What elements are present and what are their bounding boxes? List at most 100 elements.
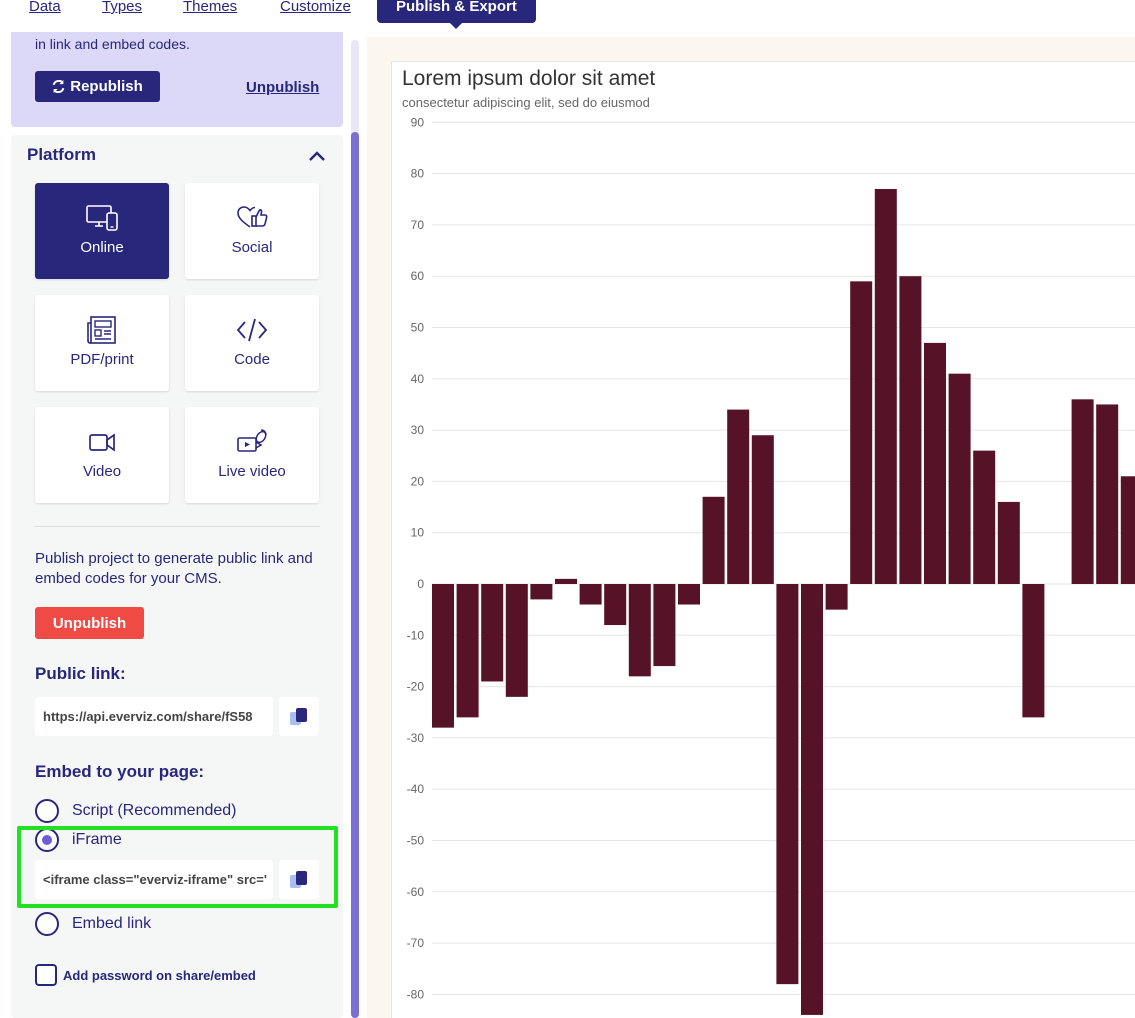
iframe-code-field[interactable]: <iframe class="everviz-iframe" src=' [35,860,273,899]
platform-tile-live-video[interactable]: Live video [185,407,319,503]
bar[interactable] [456,584,479,718]
copy-icon [290,707,307,725]
embed-option-embed-link[interactable]: Embed link [35,912,151,936]
y-tick-label: 20 [411,474,425,488]
radio-label: Script (Recommended) [72,802,237,819]
platform-tile-code[interactable]: Code [185,295,319,391]
y-tick-label: -20 [407,680,425,694]
platform-tile-label: Code [234,351,270,368]
tab-types[interactable]: Types [102,0,143,15]
public-link-field[interactable]: https://api.everviz.com/share/fS58 [35,697,273,736]
platform-tile-label: Social [231,239,273,256]
bar[interactable] [751,435,774,584]
newspaper-icon [87,316,116,344]
devices-icon [86,205,118,231]
y-tick-label: 70 [411,218,425,232]
copy-public-link-button[interactable] [279,697,319,736]
social-icon [237,206,268,228]
bar[interactable] [1120,476,1135,584]
radio-iframe[interactable] [35,828,59,852]
bar[interactable] [924,342,946,584]
y-tick-label: -30 [407,731,425,745]
platform-tile-label: Live video [218,463,286,480]
bar[interactable] [505,584,528,697]
bar[interactable] [579,584,602,605]
public-link-label: Public link: [35,664,126,683]
bar[interactable] [973,450,996,584]
bar[interactable] [801,584,823,1015]
bar[interactable] [702,496,725,584]
scrollbar-thumb[interactable] [351,132,359,1018]
bar[interactable] [1071,399,1094,584]
y-tick-label: 60 [411,269,425,283]
platform-tile-pdf-print[interactable]: PDF/print [35,295,169,391]
bar[interactable] [899,276,922,584]
platform-title: Platform [27,145,96,164]
refresh-icon [52,80,65,93]
platform-tile-video[interactable]: Video [35,407,169,503]
bar[interactable] [555,578,577,584]
code-icon [236,318,268,342]
y-tick-label: -70 [407,936,425,950]
tab-data[interactable]: Data [29,0,61,15]
platform-tile-label: PDF/print [70,351,134,368]
y-tick-label: 80 [411,167,425,181]
password-checkbox[interactable] [35,964,57,986]
platform-tile-online[interactable]: Online [35,183,169,279]
unpublish-link[interactable]: Unpublish [246,79,320,96]
live-video-icon [237,429,267,452]
y-tick-label: 0 [417,577,424,591]
bar[interactable] [604,584,627,626]
bar[interactable] [1096,404,1119,584]
chart-title: Lorem ipsum dolor sit amet [402,67,656,90]
platform-tile-social[interactable]: Social [185,183,319,279]
divider [35,526,320,527]
video-camera-icon [89,433,115,452]
panel-scrollbar[interactable] [351,40,359,1018]
tab-customize[interactable]: Customize [280,0,351,15]
republish-button[interactable]: Republish [35,71,160,102]
bar[interactable] [678,584,700,605]
copy-iframe-button[interactable] [279,860,319,899]
bar[interactable] [481,584,504,682]
bar[interactable] [653,584,676,667]
top-navigation: Data Types Themes Customize Publish & Ex… [0,0,1135,32]
radio-script[interactable] [35,799,59,823]
bar[interactable] [997,501,1020,584]
unpublish-button[interactable]: Unpublish [35,607,144,639]
y-tick-label: -50 [407,834,425,848]
y-tick-label: -40 [407,782,425,796]
bar[interactable] [776,584,799,985]
embed-option-script[interactable]: Script (Recommended) [35,799,237,823]
republish-button-label: Republish [70,78,143,95]
chart-subtitle: consectetur adipiscing elit, sed do eius… [402,95,650,110]
publish-panel: in link and embed codes. Republish Unpub… [0,32,360,1018]
y-tick-label: 90 [411,115,425,129]
bar[interactable] [530,584,553,600]
y-tick-label: 50 [411,321,425,335]
bar[interactable] [825,584,848,610]
bar[interactable] [948,373,971,584]
y-tick-label: -60 [407,885,425,899]
password-option[interactable]: Add password on share/embed [35,964,256,986]
y-tick-label: -80 [407,987,425,1001]
y-tick-label: 10 [411,526,425,540]
bar[interactable] [727,409,750,584]
platform-tile-label: Online [80,239,124,256]
y-tick-label: 30 [411,423,425,437]
chevron-up-icon[interactable] [308,149,326,163]
bar[interactable] [628,584,651,677]
republish-note: in link and embed codes. [35,36,190,52]
bar-chart: 90 80 70 60 50 40 30 20 10 0 -10 -20 -30 -40 -50 -60 -70… [407,115,1135,1015]
password-label: Add password on share/embed [63,967,256,983]
radio-label: Embed link [72,915,152,932]
radio-embed-link[interactable] [35,912,59,936]
bar[interactable] [432,584,454,728]
bar[interactable] [874,188,897,584]
tab-publish-export[interactable]: Publish & Export [377,0,536,29]
bar[interactable] [850,281,873,584]
embed-option-iframe[interactable]: iFrame [35,828,122,852]
bar[interactable] [1022,584,1045,718]
republish-section: in link and embed codes. Republish Unpub… [11,32,343,127]
tab-themes[interactable]: Themes [183,0,238,15]
